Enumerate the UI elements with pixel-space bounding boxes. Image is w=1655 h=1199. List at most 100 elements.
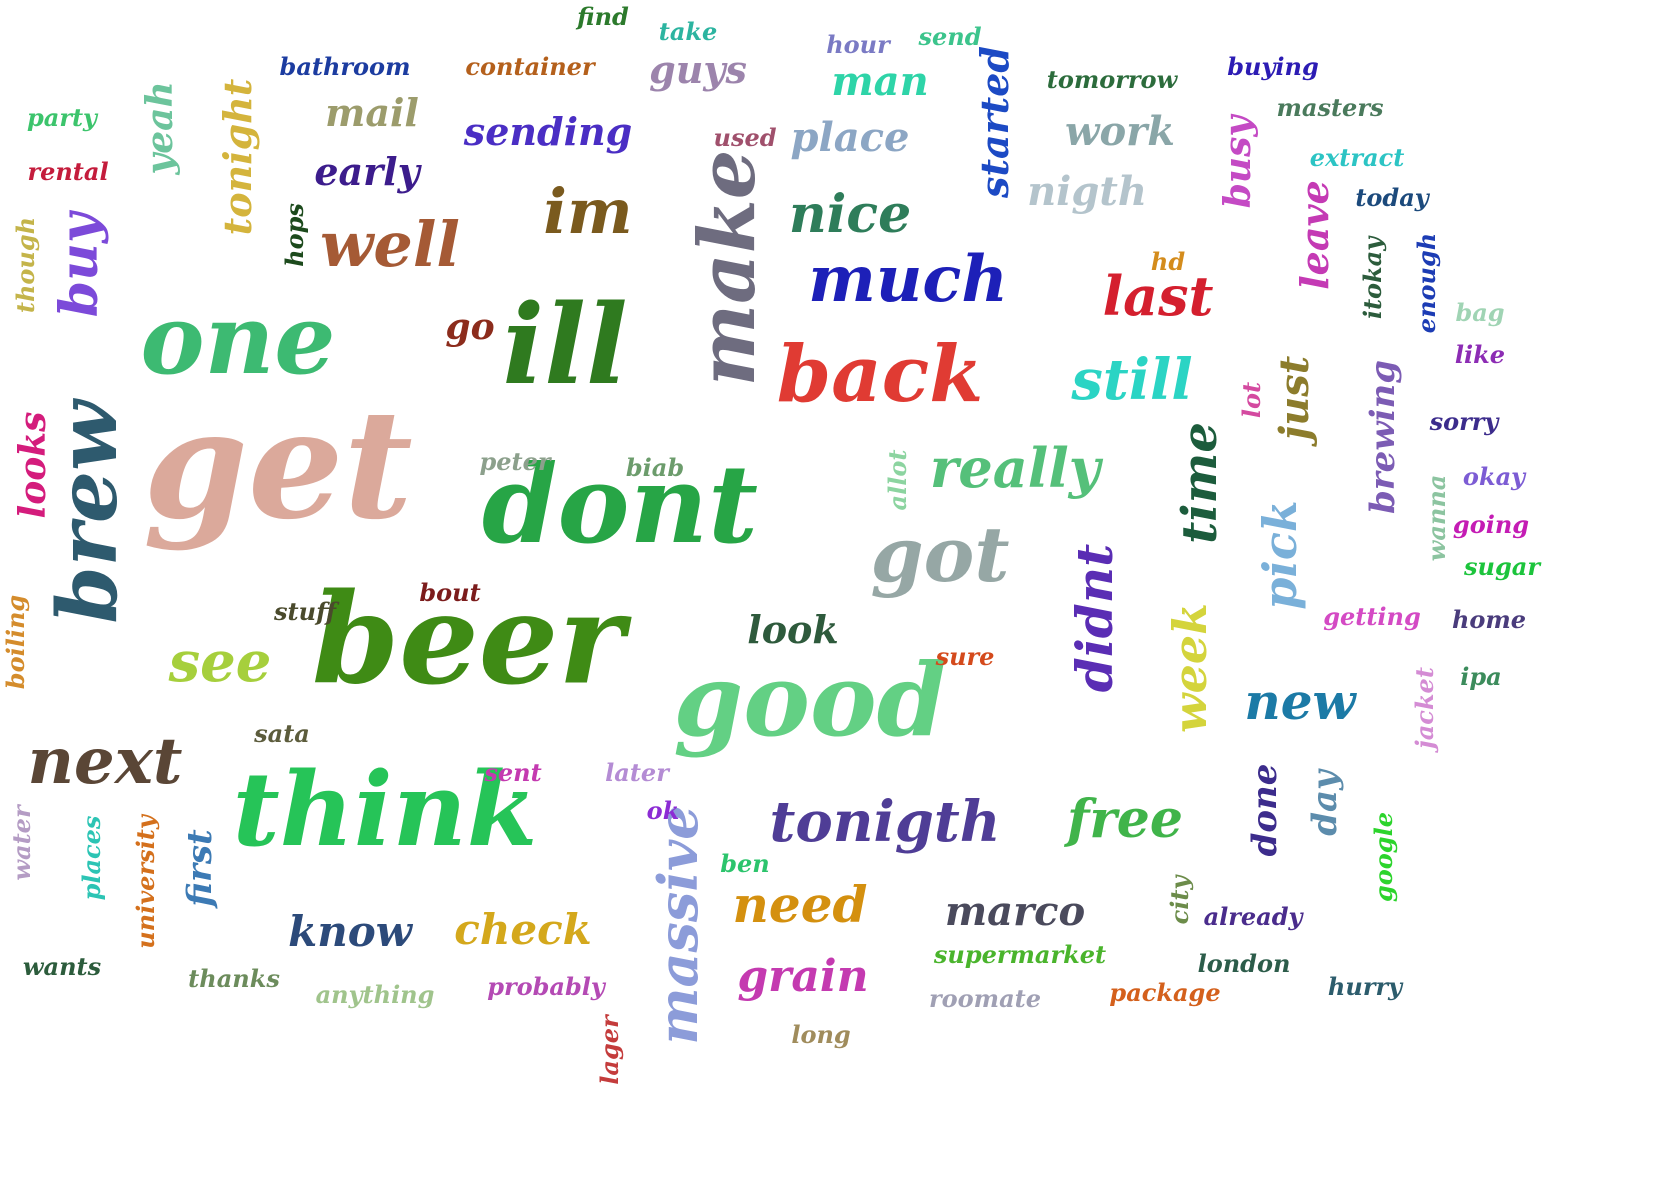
- word-hour: hour: [826, 30, 890, 59]
- word-party: party: [26, 103, 98, 132]
- word-enough: enough: [1412, 232, 1441, 334]
- word-massive: massive: [646, 805, 710, 1045]
- word-send: send: [918, 22, 982, 51]
- word-lot: lot: [1237, 381, 1266, 419]
- word-london: london: [1197, 949, 1291, 978]
- word-used: used: [713, 123, 777, 152]
- word-getting: getting: [1323, 602, 1421, 631]
- word-masters: masters: [1276, 93, 1384, 122]
- word-yeah: yeah: [139, 81, 181, 175]
- word-got: got: [870, 510, 1010, 599]
- word-guys: guys: [649, 47, 747, 92]
- word-places: places: [77, 815, 106, 901]
- word-mail: mail: [325, 90, 419, 135]
- word-early: early: [314, 149, 420, 194]
- word-make: make: [682, 149, 773, 387]
- word-see: see: [168, 629, 272, 695]
- word-bag: bag: [1455, 298, 1505, 327]
- word-one: one: [140, 283, 336, 396]
- word-ben: ben: [720, 849, 770, 878]
- word-okay: okay: [1462, 462, 1526, 491]
- word-rental: rental: [27, 157, 109, 186]
- word-look: look: [747, 607, 839, 652]
- word-extract: extract: [1309, 143, 1405, 172]
- word-done: done: [1245, 763, 1285, 857]
- word-marco: marco: [944, 888, 1086, 935]
- word-buying: buying: [1227, 52, 1319, 81]
- word-really: really: [929, 436, 1101, 500]
- word-nice: nice: [788, 184, 912, 245]
- word-itokay: itokay: [1358, 236, 1387, 320]
- word-check: check: [454, 905, 592, 954]
- word-well: well: [320, 208, 460, 281]
- word-jacket: jacket: [1410, 667, 1439, 749]
- word-university: university: [131, 815, 160, 949]
- word-sure: sure: [935, 642, 995, 671]
- word-tonigth: tonigth: [769, 789, 1001, 855]
- word-place: place: [790, 114, 910, 161]
- word-supermarket: supermarket: [933, 940, 1107, 969]
- word-tomorrow: tomorrow: [1046, 65, 1178, 94]
- word-brewing: brewing: [1363, 360, 1403, 514]
- word-wanna: wanna: [1422, 474, 1451, 562]
- word-week: week: [1163, 602, 1217, 734]
- word-ill: ill: [502, 280, 628, 409]
- word-looks: looks: [12, 411, 54, 519]
- word-find: find: [577, 2, 629, 31]
- word-free: free: [1067, 789, 1183, 850]
- word-like: like: [1454, 340, 1506, 369]
- word-think: think: [232, 750, 538, 870]
- word-probably: probably: [487, 972, 605, 1001]
- word-leave: leave: [1292, 180, 1337, 290]
- word-ok: ok: [646, 796, 680, 825]
- word-boiling: boiling: [1, 594, 30, 690]
- word-day: day: [1305, 770, 1345, 836]
- word-im: im: [543, 175, 633, 248]
- word-allot: allot: [883, 449, 912, 511]
- word-wants: wants: [22, 952, 102, 981]
- word-nigth: nigth: [1027, 168, 1147, 215]
- word-bathroom: bathroom: [279, 52, 411, 81]
- word-lager: lager: [595, 1015, 624, 1085]
- word-hd: hd: [1150, 247, 1186, 276]
- word-water: water: [7, 805, 36, 881]
- word-started: started: [972, 46, 1017, 198]
- word-sorry: sorry: [1429, 407, 1499, 436]
- word-later: later: [605, 758, 669, 787]
- word-get: get: [143, 377, 413, 553]
- word-still: still: [1071, 347, 1193, 413]
- word-long: long: [791, 1020, 851, 1049]
- word-didnt: didnt: [1065, 543, 1124, 693]
- word-stuff: stuff: [274, 597, 336, 626]
- word-bout: bout: [419, 578, 481, 607]
- word-back: back: [776, 329, 984, 420]
- word-peter: peter: [479, 447, 551, 476]
- word-go: go: [445, 306, 495, 348]
- word-busy: busy: [1217, 115, 1259, 209]
- word-going: going: [1452, 510, 1530, 539]
- word-last: last: [1102, 264, 1214, 328]
- word-tonight: tonight: [215, 78, 260, 236]
- word-time: time: [1172, 422, 1228, 544]
- word-buy: buy: [49, 212, 110, 318]
- word-anything: anything: [315, 980, 435, 1009]
- word-pick: pick: [1253, 500, 1307, 610]
- word-sending: sending: [463, 109, 633, 154]
- word-container: container: [465, 52, 595, 81]
- word-thanks: thanks: [188, 964, 280, 993]
- word-today: today: [1355, 183, 1429, 212]
- word-next: next: [27, 724, 183, 799]
- word-sent: sent: [484, 758, 542, 787]
- word-already: already: [1203, 902, 1303, 931]
- word-much: much: [808, 242, 1008, 317]
- word-biab: biab: [625, 453, 685, 482]
- word-first: first: [180, 829, 220, 907]
- word-good: good: [673, 641, 947, 759]
- word-roomate: roomate: [929, 984, 1041, 1013]
- word-home: home: [1451, 605, 1527, 634]
- word-take: take: [658, 17, 718, 46]
- word-know: know: [288, 907, 412, 956]
- word-ipa: ipa: [1460, 662, 1502, 691]
- word-hops: hops: [280, 203, 309, 267]
